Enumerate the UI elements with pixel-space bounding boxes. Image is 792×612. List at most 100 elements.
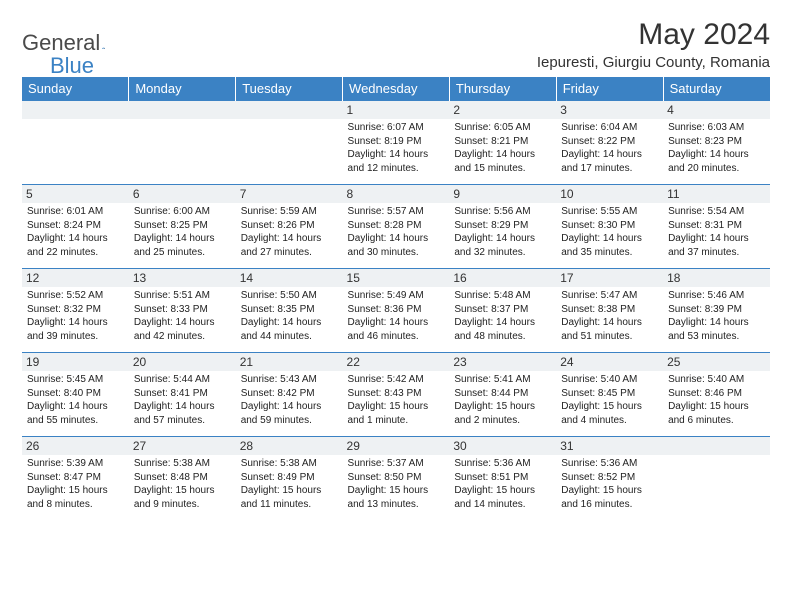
sunrise-text: Sunrise: 5:52 AM	[27, 289, 124, 303]
daylight-text: Daylight: 14 hours	[27, 316, 124, 330]
day-number: 12	[22, 269, 129, 287]
calendar-day-cell: 13Sunrise: 5:51 AMSunset: 8:33 PMDayligh…	[129, 269, 236, 353]
sunset-text: Sunset: 8:43 PM	[348, 387, 445, 401]
sunrise-text: Sunrise: 5:51 AM	[134, 289, 231, 303]
calendar-body: 1Sunrise: 6:07 AMSunset: 8:19 PMDaylight…	[22, 101, 770, 521]
month-title: May 2024	[537, 18, 770, 52]
calendar-week-row: 12Sunrise: 5:52 AMSunset: 8:32 PMDayligh…	[22, 269, 770, 353]
day-number: 2	[449, 101, 556, 119]
sunset-text: Sunset: 8:23 PM	[668, 135, 765, 149]
brand-sail-icon	[102, 36, 105, 50]
day-number: 27	[129, 437, 236, 455]
daylight-text: Daylight: 14 hours	[134, 400, 231, 414]
daylight-text: and 2 minutes.	[454, 414, 551, 428]
day-number-empty	[236, 101, 343, 119]
daylight-text: Daylight: 14 hours	[134, 232, 231, 246]
day-number: 26	[22, 437, 129, 455]
daylight-text: Daylight: 15 hours	[241, 484, 338, 498]
day-number: 5	[22, 185, 129, 203]
calendar-day-cell: 5Sunrise: 6:01 AMSunset: 8:24 PMDaylight…	[22, 185, 129, 269]
daylight-text: Daylight: 14 hours	[348, 232, 445, 246]
daylight-text: and 4 minutes.	[561, 414, 658, 428]
daylight-text: and 59 minutes.	[241, 414, 338, 428]
calendar-day-cell: 6Sunrise: 6:00 AMSunset: 8:25 PMDaylight…	[129, 185, 236, 269]
calendar-day-cell: 12Sunrise: 5:52 AMSunset: 8:32 PMDayligh…	[22, 269, 129, 353]
daylight-text: Daylight: 15 hours	[454, 400, 551, 414]
sunrise-text: Sunrise: 5:39 AM	[27, 457, 124, 471]
daylight-text: Daylight: 14 hours	[454, 316, 551, 330]
calendar-day-cell: 22Sunrise: 5:42 AMSunset: 8:43 PMDayligh…	[343, 353, 450, 437]
daylight-text: and 30 minutes.	[348, 246, 445, 260]
daylight-text: and 13 minutes.	[348, 498, 445, 512]
daylight-text: Daylight: 14 hours	[134, 316, 231, 330]
daylight-text: Daylight: 14 hours	[241, 232, 338, 246]
sunrise-text: Sunrise: 5:44 AM	[134, 373, 231, 387]
daylight-text: and 14 minutes.	[454, 498, 551, 512]
sunset-text: Sunset: 8:35 PM	[241, 303, 338, 317]
daylight-text: Daylight: 15 hours	[134, 484, 231, 498]
sunrise-text: Sunrise: 5:56 AM	[454, 205, 551, 219]
calendar-week-row: 26 Sunrise: 5:39 AMSunset: 8:47 PM Dayligh…	[22, 437, 770, 521]
daylight-text: Daylight: 14 hours	[241, 316, 338, 330]
calendar-day-cell: 29Sunrise: 5:37 AMSunset: 8:50 PMDayligh…	[343, 437, 450, 521]
day-number: 23	[449, 353, 556, 371]
daylight-text: Daylight: 15 hours	[561, 400, 658, 414]
calendar-day-cell	[22, 101, 129, 185]
sunrise-text: Sunrise: 5:36 AM	[561, 457, 658, 471]
day-number: 28	[236, 437, 343, 455]
daylight-text: and 1 minute.	[348, 414, 445, 428]
sunset-text: Sunset: 8:21 PM	[454, 135, 551, 149]
day-number-empty	[129, 101, 236, 119]
daylight-text: and 17 minutes.	[561, 162, 658, 176]
day-number: 8	[343, 185, 450, 203]
daylight-text: and 32 minutes.	[454, 246, 551, 260]
sunrise-text: Sunrise: 5:38 AM	[134, 457, 231, 471]
daylight-text: Daylight: 14 hours	[668, 148, 765, 162]
daylight-text: Daylight: 15 hours	[348, 400, 445, 414]
calendar-week-row: 19Sunrise: 5:45 AMSunset: 8:40 PMDayligh…	[22, 353, 770, 437]
daylight-text: Daylight: 15 hours	[561, 484, 658, 498]
sunset-text: Sunset: 8:42 PM	[241, 387, 338, 401]
calendar-week-row: 5Sunrise: 6:01 AMSunset: 8:24 PMDaylight…	[22, 185, 770, 269]
daylight-text: Daylight: 14 hours	[668, 232, 765, 246]
day-header: Monday	[129, 77, 236, 101]
sunset-text: Sunset: 8:50 PM	[348, 471, 445, 485]
calendar-day-cell: 23Sunrise: 5:41 AMSunset: 8:44 PMDayligh…	[449, 353, 556, 437]
sunrise-text: Sunrise: 6:07 AM	[348, 121, 445, 135]
sunset-text: Sunset: 8:22 PM	[561, 135, 658, 149]
day-number: 24	[556, 353, 663, 371]
day-header: Tuesday	[236, 77, 343, 101]
sunrise-text: Sunrise: 6:05 AM	[454, 121, 551, 135]
daylight-text: and 25 minutes.	[134, 246, 231, 260]
sunset-text: Sunset: 8:39 PM	[668, 303, 765, 317]
sunrise-text: Sunrise: 5:38 AM	[241, 457, 338, 471]
day-number: 4	[663, 101, 770, 119]
sunset-text: Sunset: 8:46 PM	[668, 387, 765, 401]
location-text: Iepuresti, Giurgiu County, Romania	[537, 54, 770, 71]
sunrise-text: Sunrise: 5:45 AM	[27, 373, 124, 387]
title-block: May 2024 Iepuresti, Giurgiu County, Roma…	[537, 18, 770, 71]
sunset-text: Sunset: 8:19 PM	[348, 135, 445, 149]
daylight-text: and 35 minutes.	[561, 246, 658, 260]
day-number: 15	[343, 269, 450, 287]
page-header: General May 2024 Iepuresti, Giurgiu Coun…	[22, 18, 770, 71]
sunrise-text: Sunrise: 5:57 AM	[348, 205, 445, 219]
daylight-text: Daylight: 14 hours	[454, 148, 551, 162]
day-header: Sunday	[22, 77, 129, 101]
sunset-text: Sunset: 8:47 PM	[27, 471, 124, 485]
sunset-text: Sunset: 8:41 PM	[134, 387, 231, 401]
sunset-text: Sunset: 8:36 PM	[348, 303, 445, 317]
daylight-text: Daylight: 14 hours	[561, 232, 658, 246]
calendar-day-cell: 1Sunrise: 6:07 AMSunset: 8:19 PMDaylight…	[343, 101, 450, 185]
sunset-text: Sunset: 8:40 PM	[27, 387, 124, 401]
sunset-text: Sunset: 8:45 PM	[561, 387, 658, 401]
calendar-day-cell: 15Sunrise: 5:49 AMSunset: 8:36 PMDayligh…	[343, 269, 450, 353]
daylight-text: and 48 minutes.	[454, 330, 551, 344]
daylight-text: Daylight: 14 hours	[561, 316, 658, 330]
calendar-day-cell: 21Sunrise: 5:43 AMSunset: 8:42 PMDayligh…	[236, 353, 343, 437]
day-number-empty	[22, 101, 129, 119]
sunset-text: Sunset: 8:33 PM	[134, 303, 231, 317]
calendar-day-cell: 18Sunrise: 5:46 AMSunset: 8:39 PMDayligh…	[663, 269, 770, 353]
sunset-text: Sunset: 8:52 PM	[561, 471, 658, 485]
calendar-week-row: 1Sunrise: 6:07 AMSunset: 8:19 PMDaylight…	[22, 101, 770, 185]
